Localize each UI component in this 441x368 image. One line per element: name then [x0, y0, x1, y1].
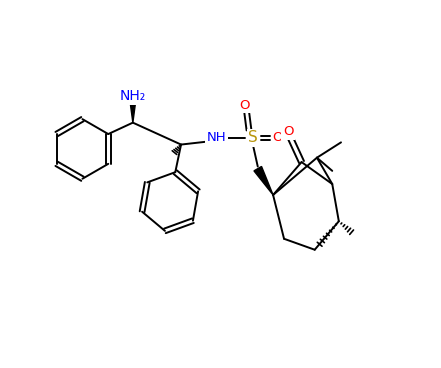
Text: NH: NH — [206, 131, 226, 145]
Text: O: O — [272, 131, 283, 145]
Text: O: O — [239, 99, 250, 112]
Text: S: S — [248, 131, 258, 145]
Polygon shape — [254, 166, 273, 195]
Text: O: O — [283, 125, 294, 138]
Text: NH₂: NH₂ — [120, 89, 146, 103]
Polygon shape — [130, 103, 135, 123]
